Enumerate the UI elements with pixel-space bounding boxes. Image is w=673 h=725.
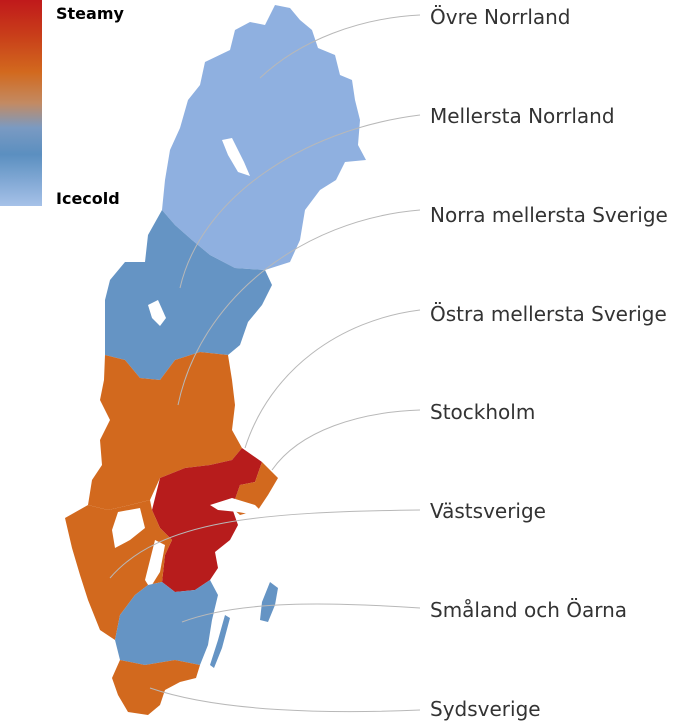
label-sydsverige: Sydsverige <box>430 697 541 721</box>
leader-line-ostra-mellersta-sverige <box>244 309 421 449</box>
lake-malaren <box>210 498 270 520</box>
leader-line-norra-mellersta-sverige <box>177 209 421 406</box>
legend-color-bar <box>0 0 42 206</box>
region-vastsverige[interactable] <box>65 500 172 640</box>
label-norra-mellersta-sverige: Norra mellersta Sverige <box>430 203 668 227</box>
legend-top-label: Steamy <box>56 4 124 23</box>
lake-ovre-norrland <box>222 138 250 176</box>
label-stockholm: Stockholm <box>430 400 535 424</box>
lake-vattern <box>145 540 165 588</box>
region-ostra-mellersta-sverige[interactable] <box>152 448 262 592</box>
label-smaland-och-oarna: Småland och Öarna <box>430 598 627 622</box>
lake-vanern <box>112 508 145 548</box>
region-sydsverige[interactable] <box>112 660 200 715</box>
region-mellersta-norrland[interactable] <box>105 210 272 380</box>
leader-line-ovre-norrland <box>259 14 421 79</box>
region-ovre-norrland[interactable] <box>162 5 366 270</box>
island-gotland[interactable] <box>260 582 278 622</box>
leader-line-sydsverige <box>149 687 421 713</box>
legend-bottom-label: Icecold <box>56 189 120 208</box>
label-ovre-norrland: Övre Norrland <box>430 5 571 29</box>
region-norra-mellersta-sverige[interactable] <box>88 352 242 510</box>
lake-mellersta-norrland <box>148 300 166 326</box>
label-vastsverige: Västsverige <box>430 499 546 523</box>
island-oland[interactable] <box>210 615 230 668</box>
region-smaland-och-oarna[interactable] <box>115 580 218 665</box>
leader-line-stockholm <box>271 409 421 471</box>
leader-line-smaland-och-oarna <box>181 603 421 623</box>
label-ostra-mellersta-sverige: Östra mellersta Sverige <box>430 302 667 326</box>
leader-line-vastsverige <box>109 509 421 579</box>
label-mellersta-norrland: Mellersta Norrland <box>430 104 615 128</box>
leader-line-mellersta-norrland <box>179 114 421 289</box>
